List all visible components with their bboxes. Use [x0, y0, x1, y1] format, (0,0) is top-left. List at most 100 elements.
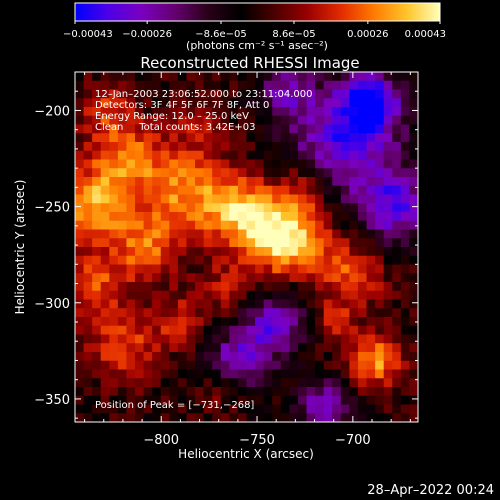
heatmap-cell — [92, 282, 102, 292]
heatmap-cell — [169, 159, 179, 169]
heatmap-cell — [332, 369, 342, 379]
heatmap-cell — [280, 317, 290, 327]
heatmap-cell — [117, 220, 128, 231]
heatmap-cell — [246, 343, 256, 353]
heatmap-cell — [246, 98, 256, 108]
heatmap-cell — [409, 290, 418, 301]
heatmap-cell — [220, 255, 230, 266]
heatmap-cell — [366, 264, 376, 274]
heatmap-cell — [409, 107, 418, 117]
heatmap-cell — [349, 413, 359, 422]
heatmap-cell — [349, 369, 359, 379]
heatmap-cell — [297, 352, 308, 362]
heatmap-cell — [392, 159, 402, 169]
heatmap-cell — [409, 247, 418, 257]
heatmap-cell — [203, 168, 213, 178]
heatmap-cell — [195, 299, 205, 309]
heatmap-cell — [152, 124, 162, 134]
heatmap-cell — [212, 150, 222, 161]
heatmap-cell — [297, 212, 308, 222]
heatmap-cell — [203, 89, 213, 99]
heatmap-cell — [237, 150, 248, 161]
heatmap-cell — [392, 185, 402, 196]
heatmap-cell — [177, 168, 188, 178]
heatmap-cell — [409, 89, 418, 99]
heatmap-cell — [263, 72, 273, 82]
heatmap-cell — [340, 325, 351, 336]
heatmap-cell — [392, 325, 402, 336]
heatmap-cell — [143, 290, 153, 301]
heatmap-cell — [289, 290, 299, 301]
heatmap-cell — [160, 317, 170, 327]
heatmap-cell — [169, 334, 179, 344]
heatmap-cell — [349, 80, 359, 91]
heatmap-cell — [83, 185, 93, 196]
heatmap-cell — [340, 185, 351, 196]
heatmap-cell — [315, 247, 325, 257]
heatmap-cell — [203, 308, 213, 318]
heatmap-cell — [246, 212, 256, 222]
heatmap-cell — [92, 273, 102, 283]
heatmap-cell — [383, 325, 393, 336]
heatmap-cell — [126, 185, 136, 196]
heatmap-cell — [212, 159, 222, 169]
heatmap-cell — [75, 177, 85, 187]
heatmap-cell — [220, 98, 230, 108]
heatmap-cell — [212, 360, 222, 371]
heatmap-cell — [92, 378, 102, 388]
heatmap-cell — [332, 404, 342, 414]
heatmap-cell — [263, 229, 273, 239]
heatmap-cell — [220, 395, 230, 406]
heatmap-cell — [332, 185, 342, 196]
heatmap-cell — [152, 177, 162, 187]
heatmap-cell — [212, 290, 222, 301]
heatmap-cell — [100, 369, 110, 379]
heatmap-cell — [83, 98, 93, 108]
heatmap-cell — [160, 395, 170, 406]
heatmap-cell — [237, 378, 248, 388]
heatmap-cell — [340, 352, 351, 362]
heatmap-cell — [315, 185, 325, 196]
heatmap-cell — [263, 142, 273, 152]
heatmap-cell — [220, 220, 230, 231]
heatmap-cell — [400, 89, 411, 99]
heatmap-cell — [289, 378, 299, 388]
heatmap-cell — [357, 343, 368, 353]
y-tick-label: −350 — [34, 393, 70, 408]
heatmap-cell — [332, 255, 342, 266]
heatmap-cell — [212, 404, 222, 414]
heatmap-cell — [357, 378, 368, 388]
heatmap-cell — [409, 282, 418, 292]
heatmap-cell — [160, 387, 170, 397]
heatmap-cell — [289, 72, 299, 82]
heatmap-cell — [109, 369, 119, 379]
heatmap-cell — [83, 124, 93, 134]
heatmap-cell — [152, 80, 162, 91]
heatmap-cell — [263, 80, 273, 91]
heatmap-cell — [349, 72, 359, 82]
heatmap-cell — [349, 404, 359, 414]
heatmap-cell — [212, 247, 222, 257]
heatmap-cell — [83, 395, 93, 406]
heatmap-cell — [186, 98, 196, 108]
heatmap-cell — [280, 299, 290, 309]
heatmap-cell — [255, 98, 265, 108]
heatmap-cell — [83, 282, 93, 292]
heatmap-cell — [160, 247, 170, 257]
heatmap-cell — [135, 247, 145, 257]
heatmap-cell — [220, 124, 230, 134]
heatmap-cell — [375, 413, 385, 422]
heatmap-cell — [92, 264, 102, 274]
heatmap-cell — [229, 185, 239, 196]
heatmap-cell — [323, 115, 333, 126]
heatmap-cell — [143, 404, 153, 414]
heatmap-cell — [400, 107, 411, 117]
heatmap-cell — [220, 142, 230, 152]
heatmap-cell — [400, 308, 411, 318]
heatmap-cell — [340, 150, 351, 161]
heatmap-cell — [195, 238, 205, 248]
heatmap-cell — [195, 98, 205, 108]
heatmap-cell — [297, 404, 308, 414]
heatmap-cell — [340, 220, 351, 231]
